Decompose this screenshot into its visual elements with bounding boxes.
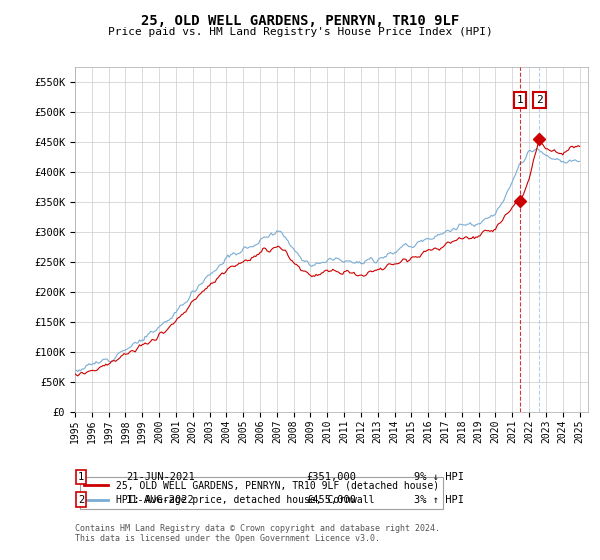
Text: 11-AUG-2022: 11-AUG-2022	[126, 494, 195, 505]
Text: 3% ↑ HPI: 3% ↑ HPI	[414, 494, 464, 505]
Text: 9% ↓ HPI: 9% ↓ HPI	[414, 472, 464, 482]
Text: 2: 2	[536, 95, 543, 105]
Text: 2: 2	[78, 494, 84, 505]
Text: Price paid vs. HM Land Registry's House Price Index (HPI): Price paid vs. HM Land Registry's House …	[107, 27, 493, 37]
Text: £455,000: £455,000	[306, 494, 356, 505]
Text: £351,000: £351,000	[306, 472, 356, 482]
Text: 1: 1	[517, 95, 524, 105]
Text: Contains HM Land Registry data © Crown copyright and database right 2024.
This d: Contains HM Land Registry data © Crown c…	[75, 524, 440, 543]
Text: 21-JUN-2021: 21-JUN-2021	[126, 472, 195, 482]
Text: 25, OLD WELL GARDENS, PENRYN, TR10 9LF: 25, OLD WELL GARDENS, PENRYN, TR10 9LF	[141, 14, 459, 28]
Text: 1: 1	[78, 472, 84, 482]
Legend: 25, OLD WELL GARDENS, PENRYN, TR10 9LF (detached house), HPI: Average price, det: 25, OLD WELL GARDENS, PENRYN, TR10 9LF (…	[80, 477, 443, 510]
